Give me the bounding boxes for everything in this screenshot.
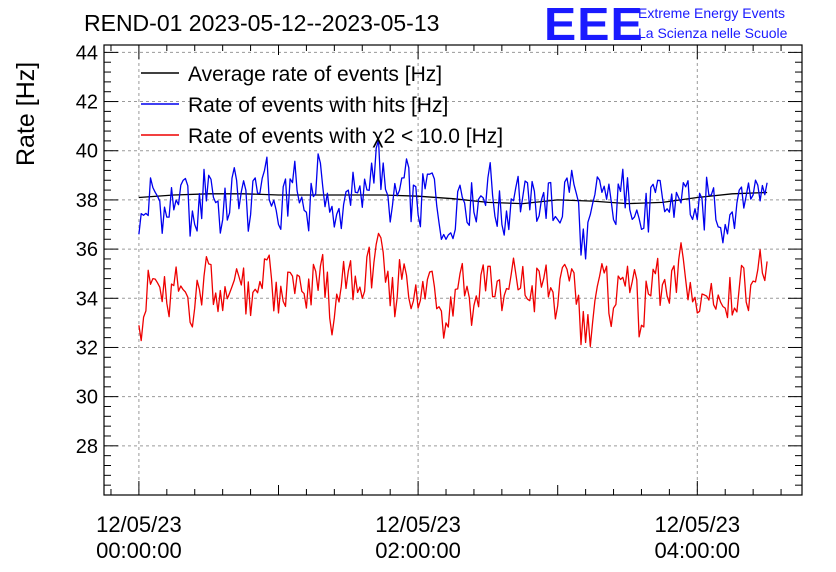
series-line-chi2 [138, 232, 768, 348]
x-tick-date: 12/05/23 [375, 512, 461, 537]
y-tick-label: 36 [76, 239, 98, 261]
y-tick-label: 40 [76, 141, 98, 163]
y-tick-label: 28 [76, 436, 98, 458]
x-tick-labels: 12/05/2300:00:0012/05/2302:00:0012/05/23… [96, 512, 740, 563]
y-tick-label: 34 [76, 288, 98, 310]
y-tick-label: 38 [76, 190, 98, 212]
x-tick-date: 12/05/23 [654, 512, 740, 537]
legend: Average rate of events [Hz] Rate of event… [141, 63, 503, 148]
legend-label-chi2: Rate of events with χ2 < 10.0 [Hz] [188, 125, 503, 148]
brand-line-1: Extreme Energy Events [638, 5, 786, 21]
y-tick-label: 42 [76, 92, 98, 114]
y-tick-label: 32 [76, 337, 98, 359]
plot-frame [103, 44, 803, 496]
legend-label-average: Average rate of events [Hz] [188, 63, 442, 86]
x-tick-time: 04:00:00 [654, 538, 740, 563]
y-tick-label: 30 [76, 387, 98, 409]
y-axis-title: Rate [Hz] [12, 62, 40, 166]
legend-label-hits: Rate of events with hits [Hz] [188, 94, 448, 117]
x-tick-time: 02:00:00 [375, 538, 461, 563]
grid-lines [104, 45, 802, 495]
series-lines [138, 139, 768, 348]
y-tick-labels: 28 30 32 34 36 38 40 42 44 [76, 42, 98, 457]
series-line-average [138, 191, 768, 205]
series-line-hits [138, 139, 768, 260]
brand-line-2: La Scienza nelle Scuole [638, 25, 788, 41]
eee-logo: EEE [544, 0, 644, 50]
x-tick-date: 12/05/23 [96, 512, 182, 537]
chart-title: REND-01 2023-05-12--2023-05-13 [84, 10, 440, 36]
axis-ticks [104, 45, 802, 495]
x-tick-time: 00:00:00 [96, 538, 182, 563]
y-tick-label: 44 [76, 42, 98, 64]
